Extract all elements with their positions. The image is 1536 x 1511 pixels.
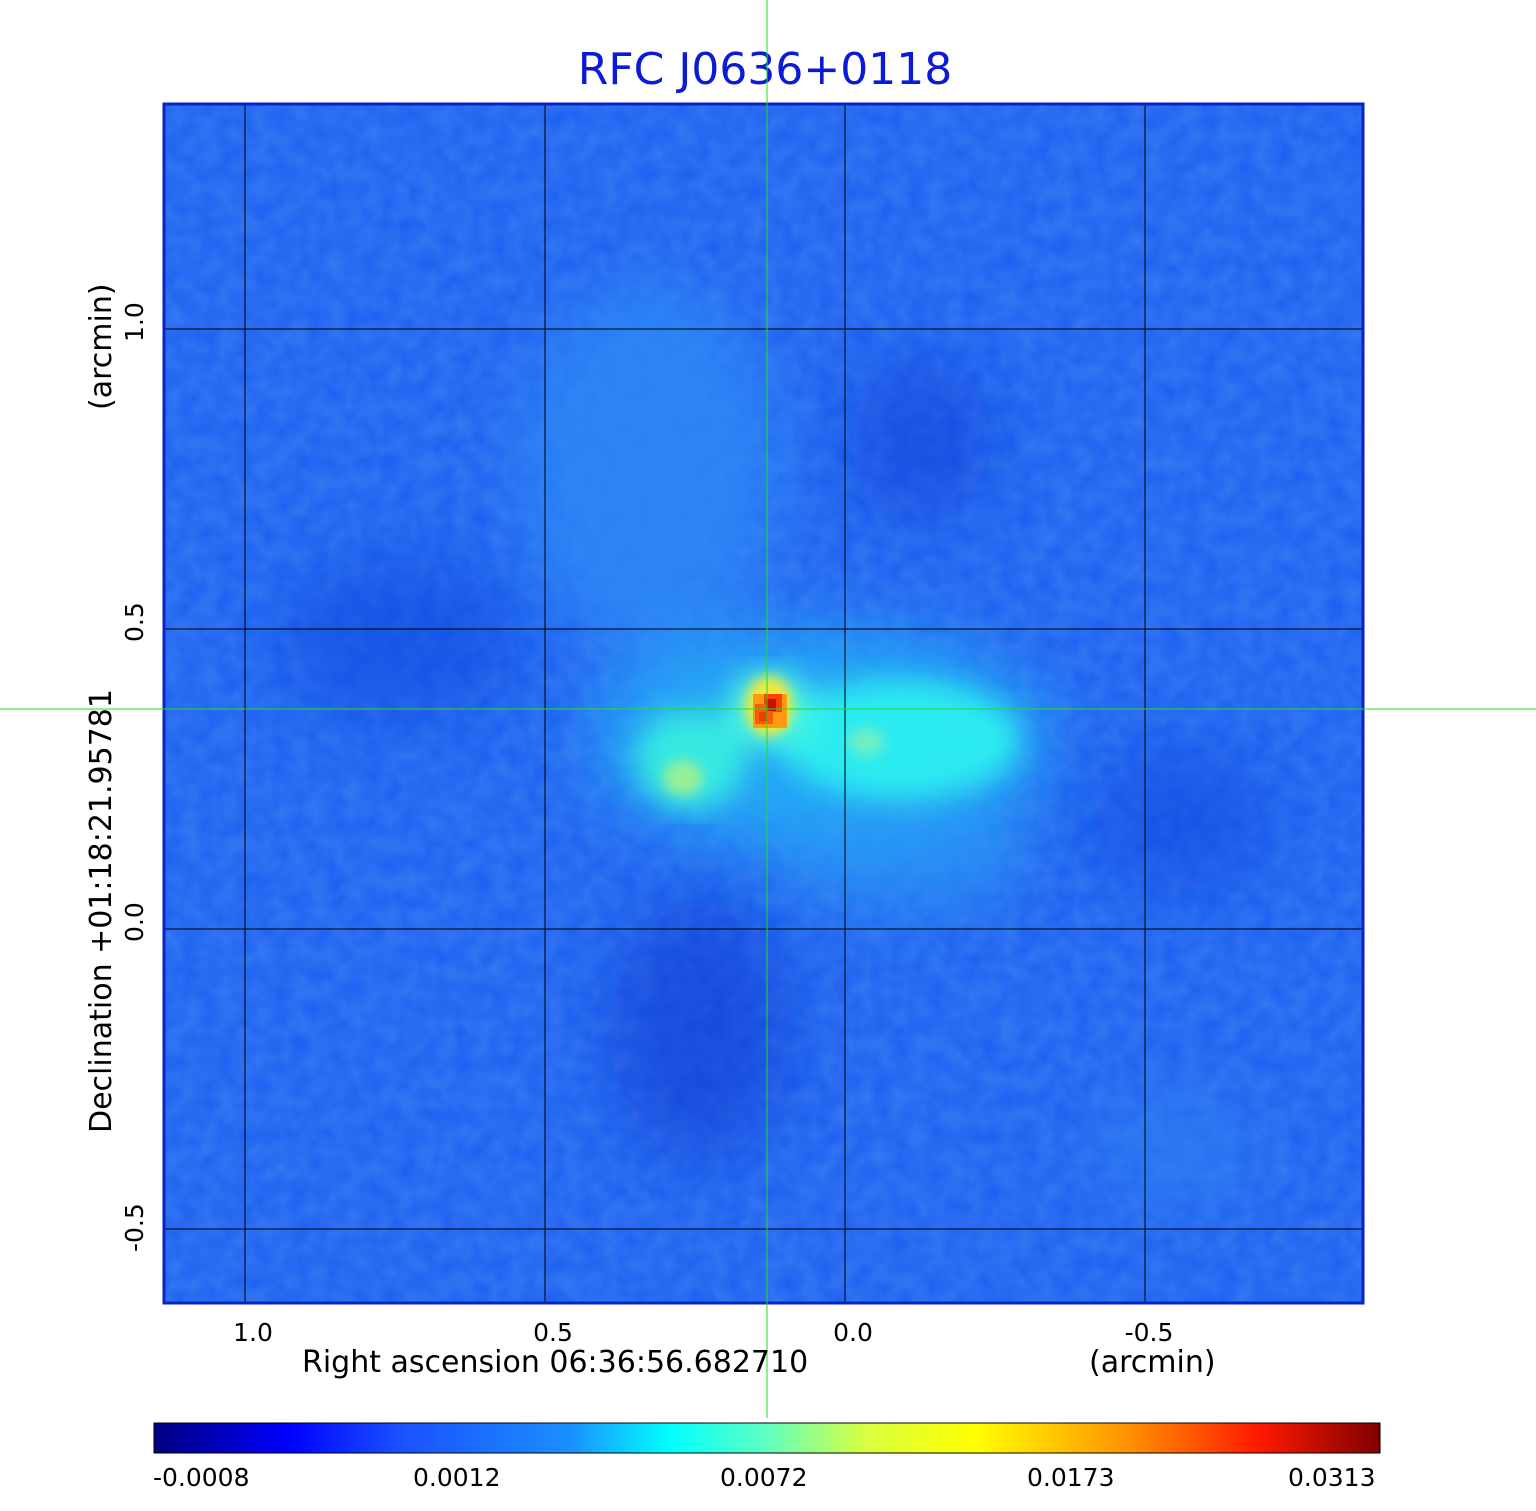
x-axis-label: Right ascension 06:36:56.682710 [302, 1345, 809, 1380]
y-tick-label: -0.5 [120, 1203, 149, 1252]
x-tick-label: 1.0 [233, 1318, 273, 1347]
x-axis-unit: (arcmin) [1089, 1345, 1216, 1380]
colorbar-tick-label: -0.0008 [153, 1463, 250, 1492]
image-title: RFC J0636+0118 [577, 44, 953, 95]
y-axis-label: Declination +01:18:21.95781 [84, 689, 119, 1133]
x-tick-label: -0.5 [1124, 1318, 1174, 1347]
y-axis-unit: (arcmin) [84, 283, 119, 410]
colorbar-tick-label: 0.0313 [1288, 1463, 1376, 1492]
crosshair [0, 0, 1536, 1418]
y-tick-label: 0.5 [120, 602, 149, 642]
plot-frame [162, 102, 1365, 1305]
sky-image [164, 104, 1363, 1303]
coordinate-grid [164, 104, 1363, 1303]
colorbar [153, 1422, 1381, 1454]
x-tick-label: 0.5 [533, 1318, 573, 1347]
colorbar-tick-label: 0.0173 [1027, 1463, 1115, 1492]
x-tick-label: 0.0 [833, 1318, 873, 1347]
y-tick-label: 0.0 [120, 902, 149, 942]
colorbar-tick-label: 0.0012 [413, 1463, 501, 1492]
y-tick-label: 1.0 [120, 302, 149, 342]
colorbar-tick-label: 0.0072 [720, 1463, 808, 1492]
